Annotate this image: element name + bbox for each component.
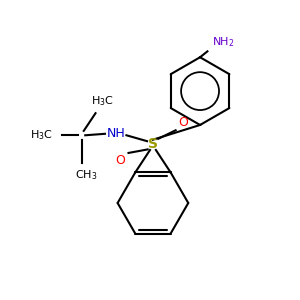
Text: H$_3$C: H$_3$C	[92, 94, 114, 108]
Text: NH$_2$: NH$_2$	[212, 36, 234, 50]
Text: H$_3$C: H$_3$C	[30, 128, 52, 142]
Text: NH: NH	[107, 127, 125, 140]
Text: O: O	[178, 116, 188, 129]
Text: O: O	[116, 154, 125, 167]
Text: CH$_3$: CH$_3$	[76, 168, 98, 182]
Text: S: S	[148, 137, 158, 151]
